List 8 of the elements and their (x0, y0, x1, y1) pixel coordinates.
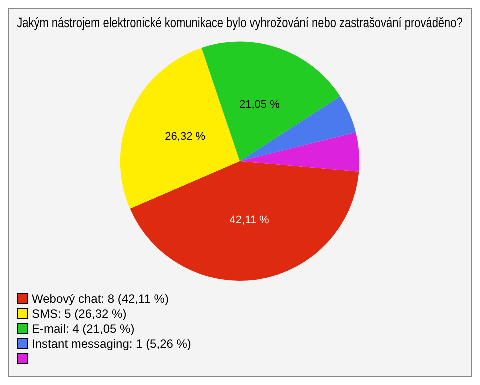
legend-label: Instant messaging: 1 (5,26 %) (32, 336, 192, 350)
legend-label: E-mail: 4 (21,05 %) (32, 322, 135, 336)
legend-label: SMS: 5 (26,32 %) (32, 306, 127, 320)
chart-title: Jakým nástrojem elektronické komunikace bylo vyhrožování nebo zastrašování prováděno? (17, 15, 463, 31)
legend-label: Webový chat: 8 (42,11 %) (32, 292, 169, 306)
data-label: 26,32 % (165, 131, 206, 144)
data-label: 21,05 % (240, 98, 280, 111)
data-label: 42,11 % (230, 214, 270, 226)
